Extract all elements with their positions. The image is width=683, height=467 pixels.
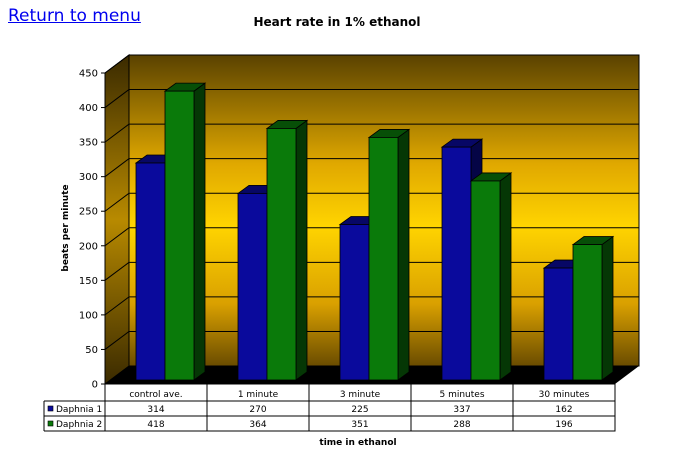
data-table-value: 314 — [147, 405, 164, 415]
x-category-label: control ave. — [129, 390, 182, 400]
gridline-side — [104, 89, 130, 108]
legend-swatch — [47, 420, 54, 427]
data-table-frame — [104, 383, 616, 432]
gridline-side — [104, 296, 130, 316]
data-table-value: 162 — [555, 405, 572, 415]
gridline-side — [104, 227, 130, 247]
y-tick-label: 250 — [79, 207, 98, 218]
data-table-value: 337 — [453, 405, 470, 415]
x-category-label: 5 minutes — [439, 390, 484, 400]
legend-label: Daphnia 2 — [56, 420, 102, 430]
chart-title: Heart rate in 1% ethanol — [254, 15, 421, 29]
legend-label: Daphnia 1 — [56, 405, 102, 415]
y-tick-label: 400 — [79, 103, 98, 114]
y-tick-label: 450 — [79, 69, 98, 80]
bar-daphnia-2-2 — [265, 119, 309, 381]
x-category-label: 3 minute — [340, 390, 381, 400]
data-table: control ave. 1 minute 3 minute 5 minutes 30 … — [43, 383, 616, 432]
y-axis-ticks: 0 50 100 150 200 250 300 350 400 450 — [79, 69, 105, 391]
data-table-value: 225 — [351, 405, 368, 415]
data-table-value: 196 — [555, 420, 572, 430]
y-tick-label: 150 — [79, 276, 98, 287]
x-category-label: 1 minute — [238, 390, 279, 400]
data-table-value: 351 — [351, 420, 368, 430]
x-axis-label: time in ethanol — [319, 438, 396, 448]
y-tick-label: 0 — [92, 380, 98, 391]
data-table-value: 364 — [249, 420, 266, 430]
gridline-side — [104, 123, 130, 143]
gridline-side — [104, 54, 130, 74]
bars — [134, 82, 615, 381]
y-axis-label: beats per minute — [61, 184, 71, 271]
y-tick-label: 350 — [79, 138, 98, 149]
data-table-value: 270 — [249, 405, 266, 415]
return-to-menu-link[interactable]: Return to menu — [8, 6, 141, 26]
legend-swatch — [47, 405, 54, 412]
gridline-side — [104, 331, 130, 350]
x-category-label: 30 minutes — [539, 390, 590, 400]
bar-daphnia-2-3 — [367, 128, 411, 381]
y-tick-label: 300 — [79, 172, 98, 183]
data-table-value: 418 — [147, 420, 164, 430]
gridline-side — [104, 261, 130, 281]
y-tick-label: 50 — [85, 345, 98, 356]
y-tick-label: 200 — [79, 241, 98, 252]
y-tick-label: 100 — [79, 310, 98, 321]
bar-daphnia-2-5 — [571, 235, 615, 381]
bar-daphnia-2-1 — [163, 82, 207, 381]
gridline-side — [104, 158, 130, 178]
bar-daphnia-2-4 — [469, 172, 513, 381]
gridline-side — [104, 192, 130, 212]
data-table-cells: control ave. 1 minute 3 minute 5 minutes 30 … — [47, 384, 590, 431]
data-table-value: 288 — [453, 420, 470, 430]
